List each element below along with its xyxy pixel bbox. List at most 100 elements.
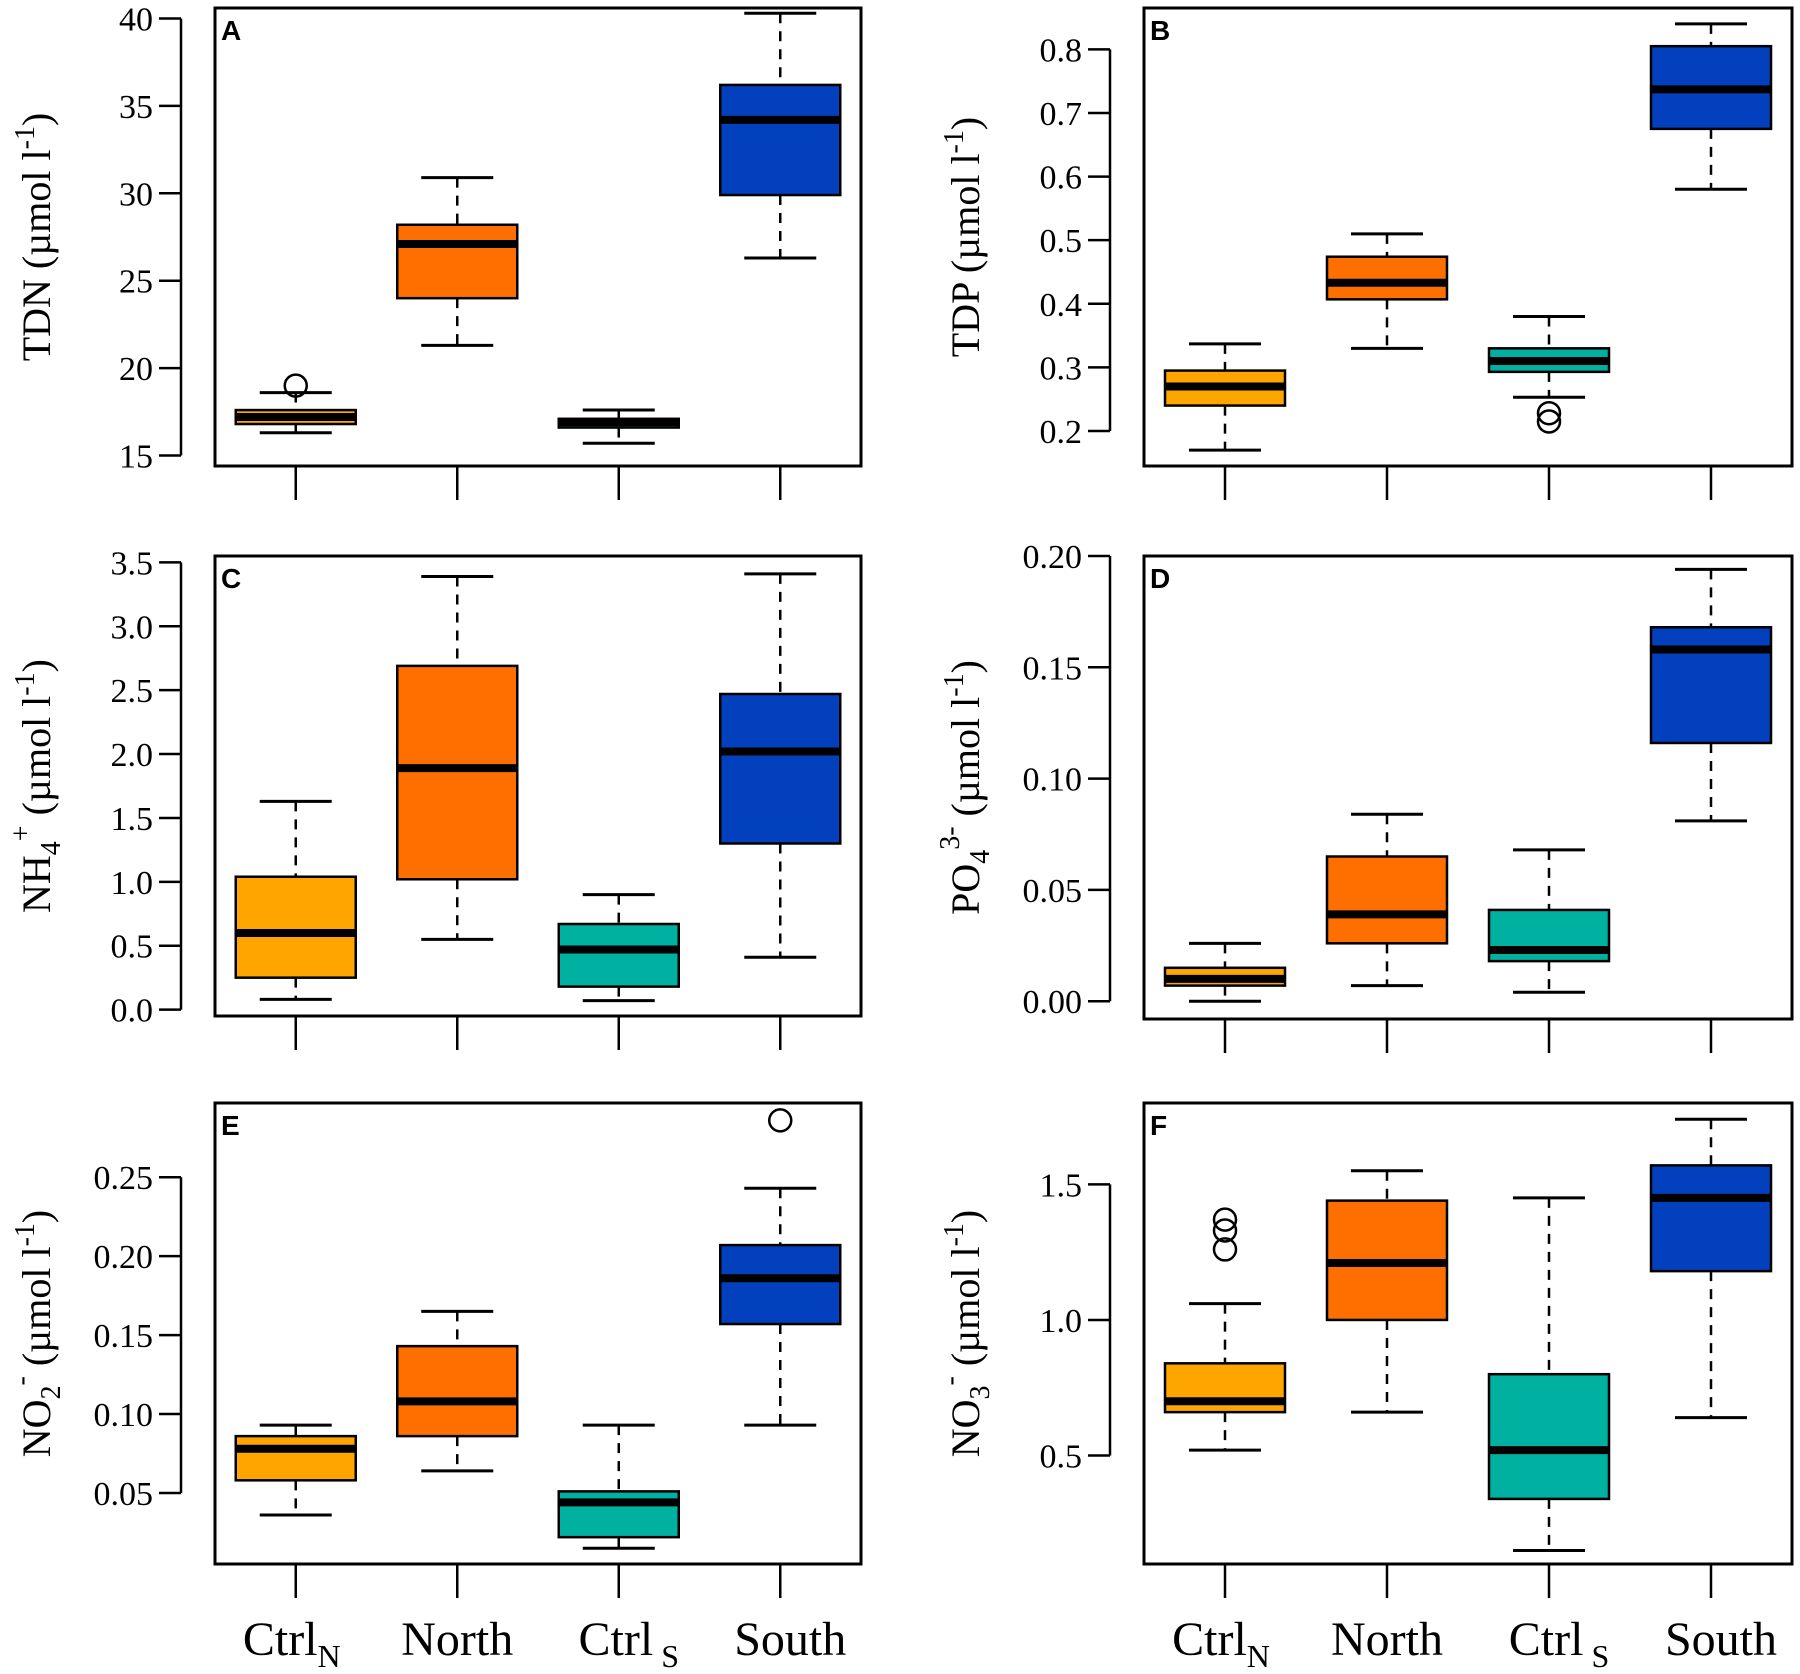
x-label-north-text: North [1331,1613,1443,1666]
outlier-point [1212,1207,1238,1232]
x-label-ctrl-s: Ctrl S [1509,1613,1609,1674]
x-label-north-text: North [401,1613,513,1666]
y-tick-label: 40 [119,1,153,38]
y-tick-label-text: 1.0 [1040,1303,1083,1340]
y-tick-label-text: 20 [119,351,153,388]
y-tick-label-text: 15 [119,439,153,476]
y-label-main: NH [14,855,59,913]
y-tick-label-text: 40 [119,1,153,38]
y-label-sub: 2 [36,1385,67,1399]
y-tick-label-text: 1.0 [111,865,154,902]
panel-C: C 0.0 0.5 1.0 1.5 2.0 2.5 3.0 3.5 NH4+ (µmol l-1) [6,545,863,1050]
y-axis-label: NH4+ (µmol l-1) [6,659,67,913]
x-category-labels: CtrlN North Ctrl S South [243,1613,846,1674]
y-tick-label: 0.10 [94,1397,154,1434]
y-tick-label: 20 [119,351,153,388]
box-Ctrl_S [557,1423,680,1550]
y-label-end: ) [14,659,59,672]
box-Ctrl_S [557,408,680,445]
iqr-box [234,875,357,979]
x-label-ctrl: Ctrl [1509,1613,1584,1666]
y-label-main: NO [943,1399,988,1457]
y-tick-label-text: 1.5 [111,801,154,838]
x-label-ctrl-s: Ctrl S [579,1613,679,1674]
x-label-north: North [1331,1613,1443,1666]
box-Ctrl_S [1487,1196,1611,1552]
y-label-main: TDP (µmol l [943,153,988,357]
y-label-main2: (µmol l [14,696,59,826]
x-label-south: South [1665,1613,1777,1666]
panel-letter-text: A [221,15,241,46]
y-axis-label: TDN (µmol l-1) [10,113,59,362]
iqr-box [719,83,842,197]
panel-letter: E [221,1110,240,1141]
x-label-north: North [401,1613,513,1666]
y-tick-label-text: 0.20 [94,1239,154,1276]
box-South [719,1108,842,1427]
y-tick-label: 0.20 [1023,539,1083,576]
y-label-sup2: -1 [10,672,41,695]
plot-frame [213,554,863,1018]
panel-B: B 0.2 0.3 0.4 0.5 0.6 0.7 0.8 TDP (µmol l-1) [939,6,1794,500]
panel-letter: B [1150,15,1170,46]
y-tick-label: 0.05 [94,1476,154,1513]
iqr-box [1325,855,1449,945]
box-North [1325,1169,1449,1414]
y-tick-label: 0.15 [94,1318,154,1355]
box-South [1649,567,1773,823]
plot-frame [213,1101,863,1566]
y-tick-label-text: 0.15 [94,1318,154,1355]
y-axis-label: TDP (µmol l-1) [939,117,988,357]
y-tick-label: 1.5 [1040,1167,1083,1204]
iqr-box [396,1344,519,1438]
y-tick-label-text: 2.0 [111,737,154,774]
y-label-main: TDN (µmol l [14,149,59,361]
y-tick-label: 3.0 [111,609,154,646]
y-tick-label: 0.20 [94,1239,154,1276]
y-tick-label-text: 0.2 [1040,414,1083,451]
box-Ctrl_N [234,1423,357,1517]
y-label-sup: 3- [935,826,966,849]
x-label-south: South [734,1613,846,1666]
y-axis-label: PO43- (µmol l-1) [935,660,996,915]
panel-letter: F [1150,1110,1167,1141]
iqr-box [1649,1164,1773,1273]
box-North [1325,232,1449,350]
y-tick-label-text: 0.25 [94,1160,154,1197]
box-South [1649,1117,1773,1420]
x-label-s-sub: S [1591,1638,1609,1674]
y-tick-label-text: 25 [119,264,153,301]
box-Ctrl_S [1487,315,1611,434]
box-Ctrl_N [1163,941,1287,1003]
box-Ctrl_N [234,373,357,435]
y-tick-label: 35 [119,89,153,126]
y-tick-label-text: 3.0 [111,609,154,646]
y-tick-label-text: 3.5 [111,545,154,582]
y-tick-label-text: 0.10 [94,1397,154,1434]
x-label-ctrl: Ctrl [1172,1613,1247,1666]
y-tick-label-text: 0.15 [1023,650,1083,687]
y-tick-label-text: 0.3 [1040,350,1083,387]
box-North [396,176,519,347]
x-label-s-sub: S [661,1638,679,1674]
x-label-n-sub: N [1247,1638,1270,1674]
outlier-point [283,373,308,398]
y-label-end: ) [14,113,59,126]
iqr-box [557,1490,680,1539]
y-tick-label-text: 0.6 [1040,160,1083,197]
box-Ctrl_N [234,799,357,1001]
y-tick-label: 1.0 [111,865,154,902]
y-tick-label: 25 [119,264,153,301]
iqr-box [557,922,680,988]
outlier-point [1536,409,1562,434]
y-label-sup: - [6,1376,37,1385]
y-tick-label-text: 0.05 [1023,873,1083,910]
panel-letter: C [221,563,241,594]
y-label-main2: (µmol l [14,1246,59,1376]
y-tick-label: 2.0 [111,737,154,774]
box-Ctrl_N [1163,1207,1287,1452]
y-tick-label: 0.5 [1040,1439,1083,1476]
x-label-ctrl-n: CtrlN [243,1613,341,1674]
y-tick-label-text: 0.0 [111,993,154,1030]
y-label-end: ) [14,1210,59,1223]
